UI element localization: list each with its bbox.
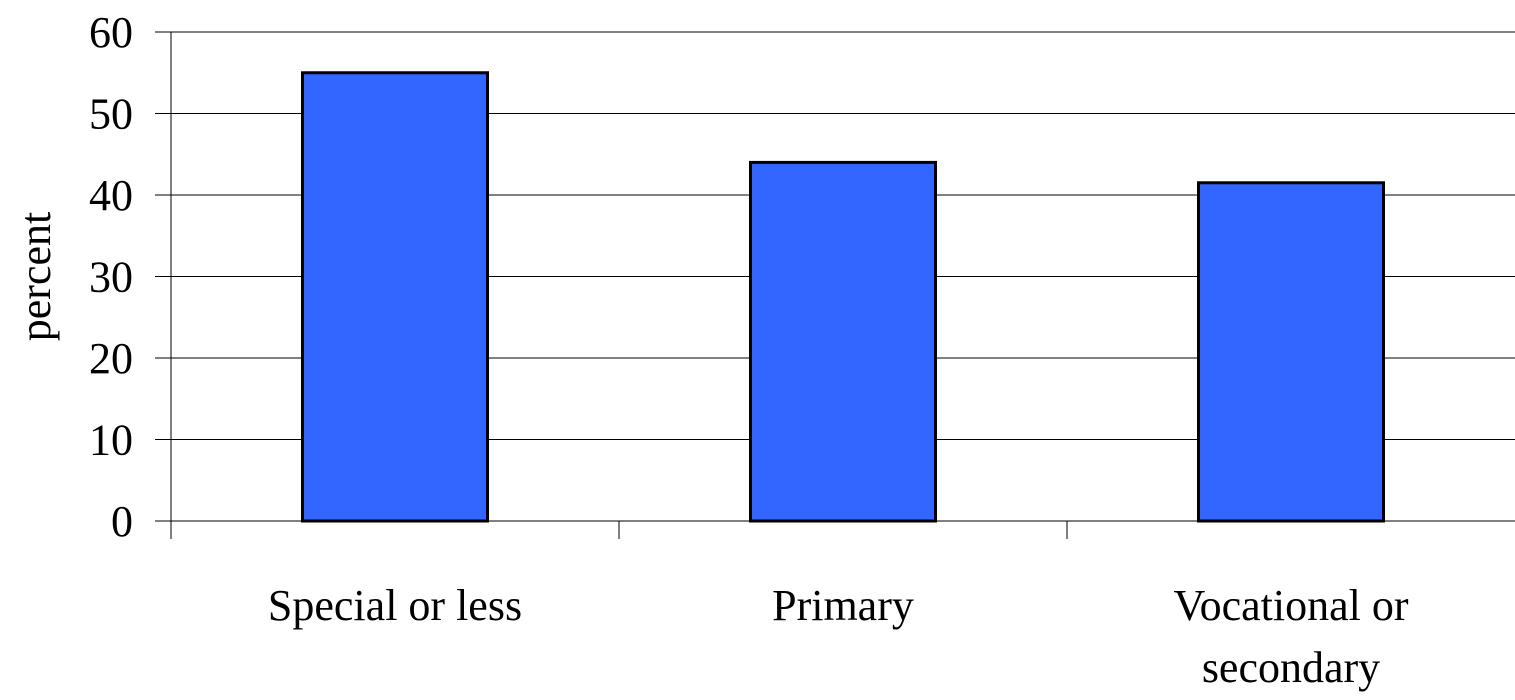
y-tick-label: 10 — [89, 416, 133, 465]
x-category-label: Primary — [772, 581, 914, 630]
axes — [170, 32, 1515, 539]
bar — [1197, 181, 1385, 523]
x-axis-ticks — [618, 521, 1068, 539]
y-axis-ticks: 0 10 20 30 40 50 60 — [89, 8, 171, 546]
y-axis-title: percent — [11, 212, 60, 341]
y-tick-label: 20 — [89, 334, 133, 383]
bar — [301, 71, 489, 523]
bars — [301, 71, 1385, 523]
y-tick-label: 0 — [111, 497, 133, 546]
y-tick-label: 40 — [89, 171, 133, 220]
y-tick-label: 60 — [89, 8, 133, 57]
x-category-label: secondary — [1202, 643, 1380, 692]
y-tick-label: 50 — [89, 90, 133, 139]
bar — [749, 160, 937, 523]
x-axis-category-labels: Special or less Primary Vocational or secon… — [268, 581, 1409, 692]
x-category-label: Vocational or — [1173, 581, 1408, 630]
y-tick-label: 30 — [89, 253, 133, 302]
x-category-label: Special or less — [268, 581, 522, 630]
